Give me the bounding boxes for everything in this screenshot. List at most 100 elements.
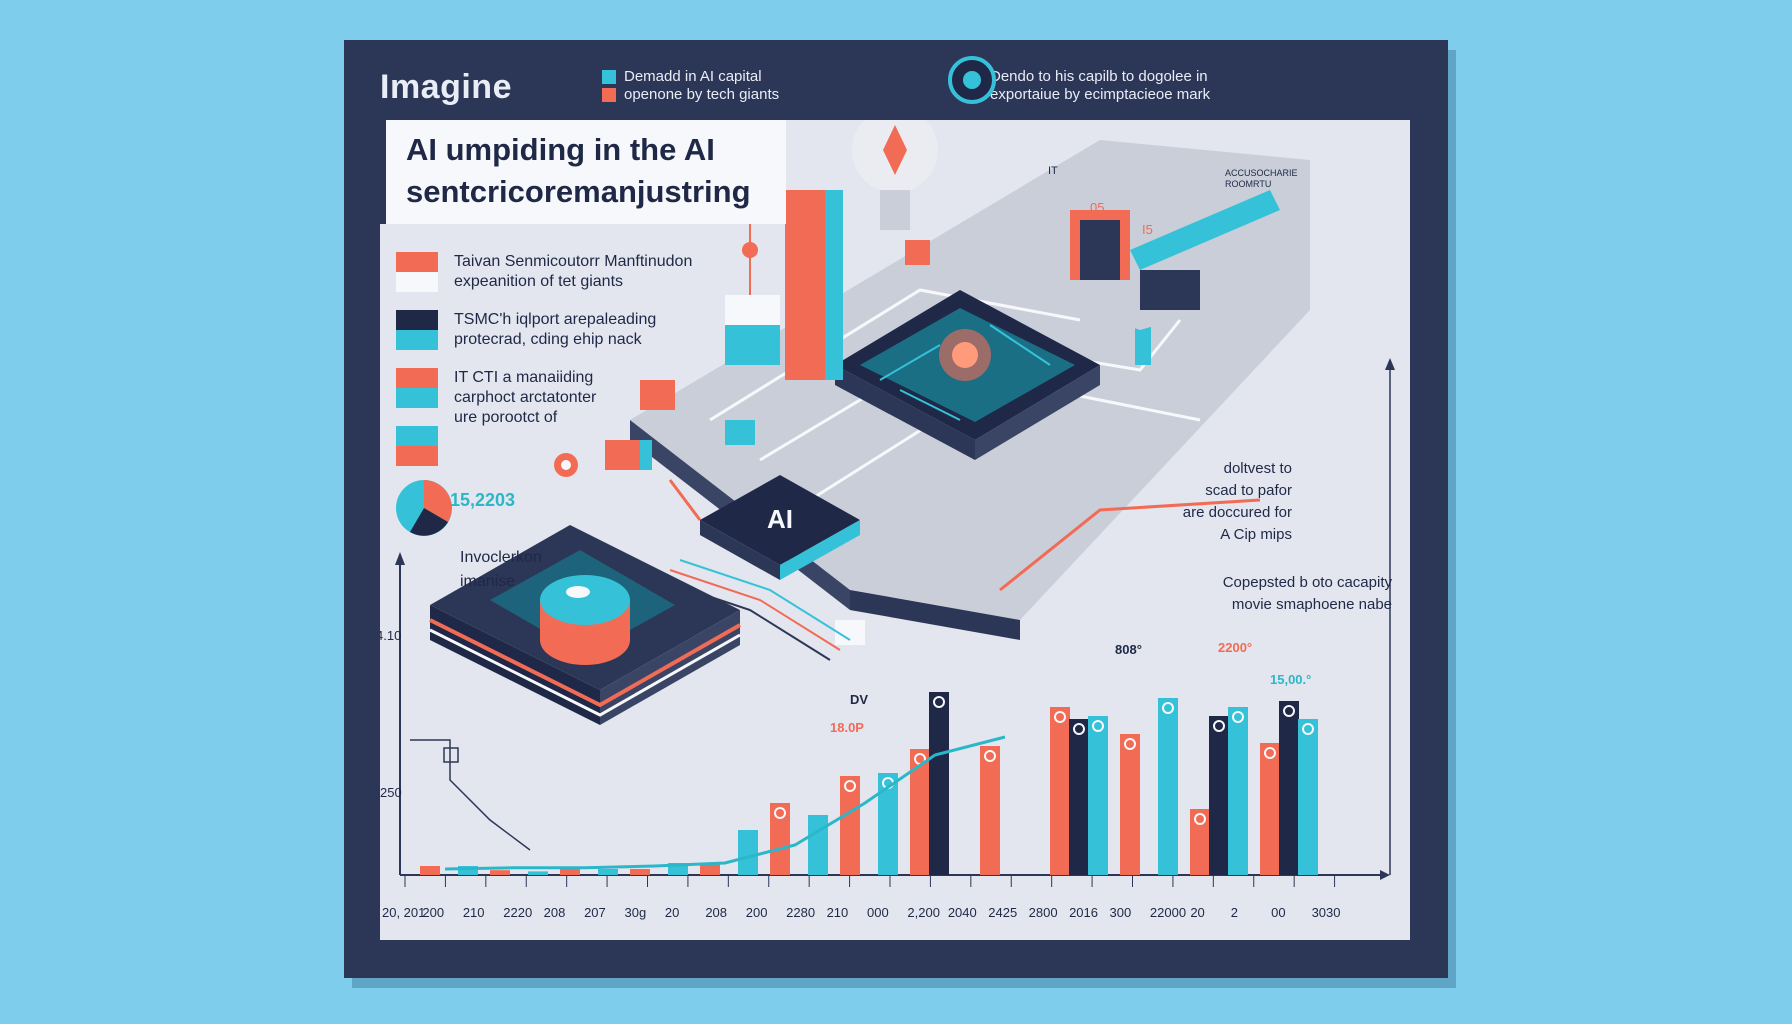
pie-caption-2: imanise [460, 573, 516, 590]
bar-cyan-6 [878, 773, 898, 875]
side-note-1: doltvest to scad to pafor are doccured f… [1183, 458, 1292, 546]
legend-value: 15,2203 [450, 490, 516, 510]
data-label-0: 18.0P [830, 720, 864, 735]
bar-cap-navy-9 [1073, 723, 1085, 735]
title-card: AI umpiding in the AI sentcricoremanjust… [380, 120, 786, 224]
side-note-2: Copepsted b oto cacapity movie smaphoene… [1223, 572, 1392, 616]
title-line-1: AI umpiding in the AI [406, 132, 715, 167]
bar-coral-11 [1190, 809, 1210, 875]
side-note-1-line-3: are doccured for [1182, 504, 1292, 521]
stacked-chip [429, 525, 741, 725]
header-note-left-1: Demadd in AI capital [624, 68, 762, 85]
infographic-poster: AI [344, 40, 1448, 978]
bar-coral-7 [910, 749, 930, 875]
box-number-2: I5 [1142, 222, 1153, 237]
x-tick-label-17: 2016 [1069, 905, 1098, 920]
side-note-1-line-4: A Cip mips [1220, 526, 1292, 543]
y-tick-250: 250 [380, 785, 402, 800]
bar-coral-8 [980, 746, 1000, 875]
bar-cyan-5 [808, 815, 828, 875]
x-tick-label-5: 207 [584, 905, 606, 920]
x-tick-label-13: 2,200 [907, 905, 940, 920]
chart-bars [420, 692, 1318, 875]
bar-cap-coral-9 [1054, 711, 1066, 723]
bar-cap-cyan-12 [1302, 723, 1314, 735]
bar-coral-9 [1050, 707, 1070, 875]
x-tick-label-8: 208 [705, 905, 728, 920]
bar-navy-7 [929, 692, 949, 875]
bar-cap-cyan-10 [1162, 702, 1174, 714]
box-label-line-1: ACCUSOCHARIE [1225, 168, 1298, 178]
brand-title: Imagine [380, 68, 512, 106]
x-tick-label-4: 208 [543, 905, 566, 920]
header-swatch-2 [602, 88, 616, 102]
x-tick-marks [404, 875, 1336, 887]
legend-text-2-2: ure porootct of [454, 409, 558, 426]
ai-chip-label: AI [767, 504, 793, 534]
header-note-right-1: Dendo to his capilb to dogolee in [990, 68, 1208, 85]
box-mark: IT [1048, 165, 1058, 177]
bar-cyan-1 [528, 871, 548, 875]
x-tick-label-7: 20 [664, 905, 680, 920]
x-tick-label-2: 210 [462, 905, 485, 920]
box-label: ACCUSOCHARIE ROOMRTU [1225, 168, 1298, 190]
box-number-1: 05 [1090, 200, 1105, 215]
data-label-1: DV [850, 692, 869, 707]
bar-coral-1 [490, 870, 510, 875]
x-tick-label-21: 2 [1230, 905, 1238, 920]
bar-cyan-12 [1298, 719, 1318, 875]
legend-text-1-1: protecrad, cding ehip nack [454, 331, 642, 348]
x-tick-label-16: 2800 [1028, 905, 1058, 920]
legend-swatch-3 [396, 426, 438, 466]
header-note-right-2: exportaiue by ecimptacieoe mark [990, 86, 1211, 103]
bar-coral-12 [1260, 743, 1280, 875]
legend-swatch-1 [396, 310, 438, 350]
x-tick-label-12: 000 [867, 905, 889, 920]
header-swatch-1 [602, 70, 616, 84]
x-tick-label-19: 22000 [1149, 905, 1187, 920]
title-line-2: sentcricoremanjustring [406, 174, 751, 209]
lightbulb-icon [852, 120, 938, 230]
x-tick-label-22: 00 [1271, 905, 1286, 920]
bar-cap-coral-6 [844, 780, 856, 792]
side-note-1-line-1: doltvest to [1223, 460, 1292, 477]
x-tick-label-14: 2040 [947, 905, 977, 920]
x-tick-label-0: 20, 201 [382, 905, 426, 920]
legend-text-1-0: TSMC'h iqlport arepaleading [454, 311, 657, 328]
signal-wires [410, 479, 851, 851]
side-note-2-line-2: movie smaphoene nabe [1231, 596, 1392, 613]
bar-coral-0 [420, 866, 440, 875]
x-tick-label-23: 3030 [1311, 905, 1341, 920]
bar-cap-cyan-9 [1092, 720, 1104, 732]
bar-coral-3 [630, 869, 650, 875]
data-label-4: 15,00.° [1270, 672, 1312, 687]
ai-chip: AI [700, 475, 860, 580]
bar-coral-4 [700, 864, 720, 875]
pie-icon [396, 480, 452, 536]
bar-cyan-11 [1228, 707, 1248, 875]
box-label-line-2: ROOMRTU [1225, 179, 1272, 189]
side-note-2-line-1: Copepsted b oto cacapity [1222, 574, 1392, 591]
isometric-scene: AI [395, 120, 1395, 887]
small-cubes [554, 240, 1151, 645]
bar-coral-6 [840, 776, 860, 875]
bar-navy-11 [1209, 716, 1229, 875]
bar-coral-2 [560, 867, 580, 875]
bar-cap-coral-10 [1124, 738, 1136, 750]
factory-building [1030, 160, 1280, 330]
bar-cyan-9 [1088, 716, 1108, 875]
trend-line [444, 735, 1006, 871]
side-note-1-line-2: scad to pafor [1205, 482, 1292, 499]
x-tick-label-18: 300 [1109, 905, 1132, 920]
x-tick-label-20: 20 [1190, 905, 1205, 920]
bar-cap-coral-8 [984, 750, 996, 762]
bar-cap-navy-11 [1213, 720, 1225, 732]
legend-swatch-0 [396, 252, 438, 292]
pie-caption-1: Invoclerkon [460, 549, 542, 566]
bar-navy-12 [1279, 701, 1299, 875]
legend-text-0-1: expeanition of tet giants [454, 273, 624, 290]
illustration-panel: AI [380, 120, 1410, 940]
y-tick-410: 4.10 [380, 628, 402, 643]
bar-cap-navy-7 [933, 696, 945, 708]
legend-swatch-2 [396, 368, 438, 408]
